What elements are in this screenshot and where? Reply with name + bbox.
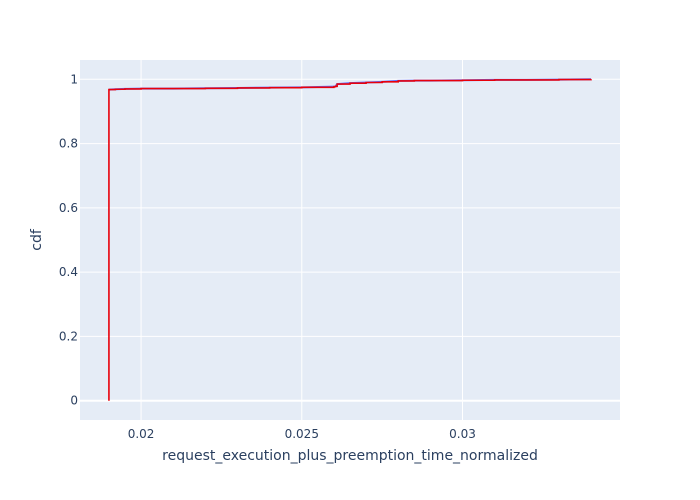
y-axis-title: cdf bbox=[29, 228, 45, 251]
y-tick-label: 0.8 bbox=[59, 137, 78, 151]
y-tick-label: 0 bbox=[70, 394, 78, 408]
x-tick-label: 0.02 bbox=[128, 427, 155, 441]
y-tick-label: 0.2 bbox=[59, 329, 78, 343]
x-tick-label: 0.03 bbox=[449, 427, 476, 441]
y-tick-label: 1 bbox=[70, 72, 78, 86]
grid-lines bbox=[80, 60, 620, 420]
cdf-step-line bbox=[108, 78, 592, 401]
y-tick-labels: 0 0.2 0.4 0.6 0.8 1 bbox=[59, 72, 78, 407]
y-tick-label: 0.4 bbox=[59, 265, 78, 279]
series-group bbox=[108, 78, 592, 401]
y-tick-label: 0.6 bbox=[59, 201, 78, 215]
x-tick-labels: 0.02 0.025 0.03 bbox=[128, 427, 476, 441]
x-tick-label: 0.025 bbox=[285, 427, 319, 441]
x-axis-title: request_execution_plus_preemption_time_n… bbox=[162, 448, 538, 464]
plot-background bbox=[80, 60, 620, 420]
